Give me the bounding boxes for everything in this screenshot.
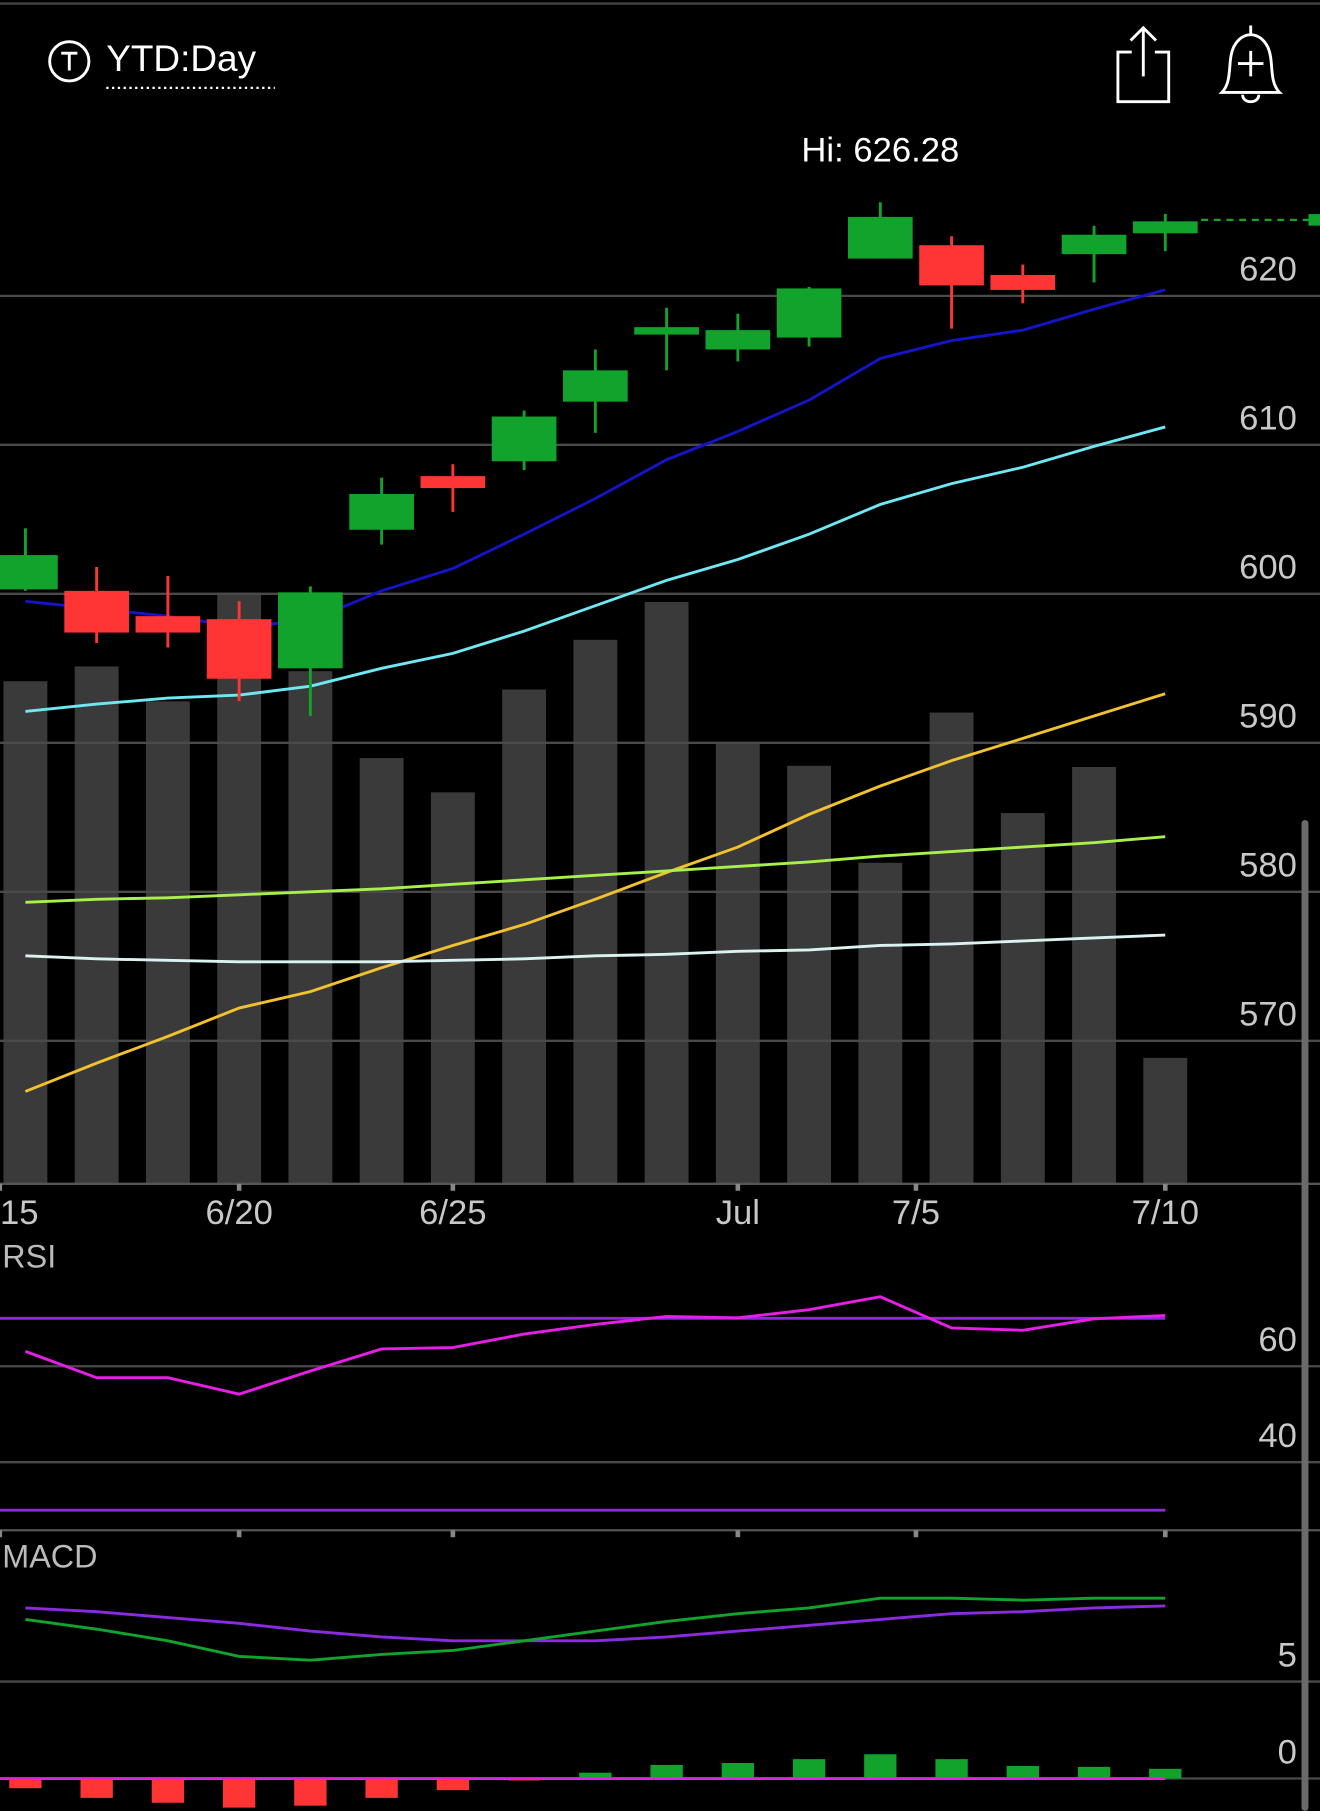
candle-body [491, 416, 557, 462]
candle-body [278, 592, 343, 669]
histogram-bar [792, 1759, 826, 1779]
volume-bar [1072, 766, 1116, 1184]
candle-body [776, 288, 842, 338]
y-tick-label: 590 [1239, 698, 1297, 736]
x-tick-label: 6/20 [205, 1194, 272, 1232]
histogram-bar [294, 1778, 327, 1806]
volume-bar [288, 671, 333, 1184]
candle-body [990, 274, 1056, 290]
volume-bar [1143, 1057, 1188, 1184]
candle-body [349, 494, 414, 530]
candle-body [1061, 234, 1127, 255]
header: YTD:Day [48, 25, 1284, 104]
y-tick-label: 600 [1239, 549, 1297, 587]
alert-button[interactable] [1218, 25, 1284, 104]
share-icon-arrow [1129, 25, 1158, 77]
histogram-bar [721, 1763, 755, 1779]
y-tick-label: 610 [1239, 400, 1297, 438]
y-tick-label: 0 [1278, 1733, 1297, 1771]
rsi-line [24, 1295, 1166, 1396]
bell-icon [1218, 33, 1284, 94]
bell-clapper [1241, 94, 1261, 104]
histogram-bar [436, 1778, 470, 1791]
y-tick-label: 580 [1239, 847, 1297, 885]
y-tick-label: 40 [1258, 1417, 1297, 1455]
y-tick-label: 60 [1258, 1321, 1297, 1359]
candle-body [563, 370, 628, 402]
histogram-bar [935, 1759, 968, 1779]
volume-bar [787, 765, 832, 1184]
histogram-bar [1149, 1768, 1182, 1779]
candle-body [135, 616, 201, 633]
histogram-bar [222, 1778, 256, 1808]
y-tick-label: 620 [1239, 251, 1297, 289]
histogram-bar [579, 1772, 612, 1779]
histogram-bar [9, 1778, 42, 1789]
timeframe-label[interactable]: YTD:Day [106, 38, 256, 79]
x-tick-label: 7/10 [1132, 1194, 1199, 1232]
macd-line [25, 1596, 1166, 1662]
timeframe-icon[interactable] [48, 40, 91, 83]
volume-bar [715, 742, 760, 1184]
histogram-bar [365, 1778, 398, 1798]
volume-bar [502, 689, 547, 1184]
timeframe-icon-glyph [61, 51, 78, 71]
histogram-bar [80, 1778, 113, 1798]
x-tick-label: Jul [716, 1194, 760, 1232]
volume-bar [359, 758, 404, 1184]
volume-bar [3, 681, 48, 1184]
candle-body [634, 327, 699, 335]
moving-average-line [25, 933, 1166, 964]
y-tick-label: 5 [1278, 1636, 1297, 1674]
volume-bar [1000, 813, 1045, 1184]
x-tick-label: 6/25 [419, 1194, 486, 1232]
histogram-bar [1006, 1765, 1039, 1779]
high-annotation: Hi: 626.28 [801, 132, 959, 170]
share-icon-box [1116, 50, 1171, 104]
signal-line [25, 1604, 1166, 1643]
volume-bar [74, 666, 119, 1184]
candle-body [847, 216, 913, 259]
panel-label: MACD [2, 1539, 97, 1575]
candle-body [0, 555, 58, 590]
candle-body [919, 245, 984, 286]
x-tick-label: 7/5 [892, 1194, 940, 1232]
panel-label: RSI [2, 1238, 56, 1274]
histogram-bar [864, 1754, 897, 1779]
scrollbar[interactable] [1301, 820, 1309, 1811]
candle-body [1132, 221, 1198, 234]
y-tick-label: 570 [1239, 996, 1297, 1034]
candle-body [64, 590, 129, 633]
moving-average-line [25, 835, 1166, 904]
candle-body [206, 619, 272, 679]
volume-bar [929, 712, 974, 1184]
last-price-marker [1308, 214, 1320, 226]
histogram-bar [650, 1764, 683, 1779]
histogram-bar [1077, 1766, 1111, 1779]
moving-average-line [24, 692, 1166, 1093]
histogram-bar [151, 1778, 185, 1803]
share-button[interactable] [1116, 25, 1171, 104]
bell-plus [1238, 25, 1264, 77]
volume-bar [430, 792, 475, 1184]
volume-bar [145, 701, 190, 1184]
x-tick-label: 15 [0, 1194, 39, 1232]
candle-body [705, 330, 771, 350]
volume-bar [573, 639, 618, 1184]
moving-average-line [25, 425, 1166, 713]
candle-body [420, 476, 486, 489]
volume-bar [858, 862, 903, 1184]
